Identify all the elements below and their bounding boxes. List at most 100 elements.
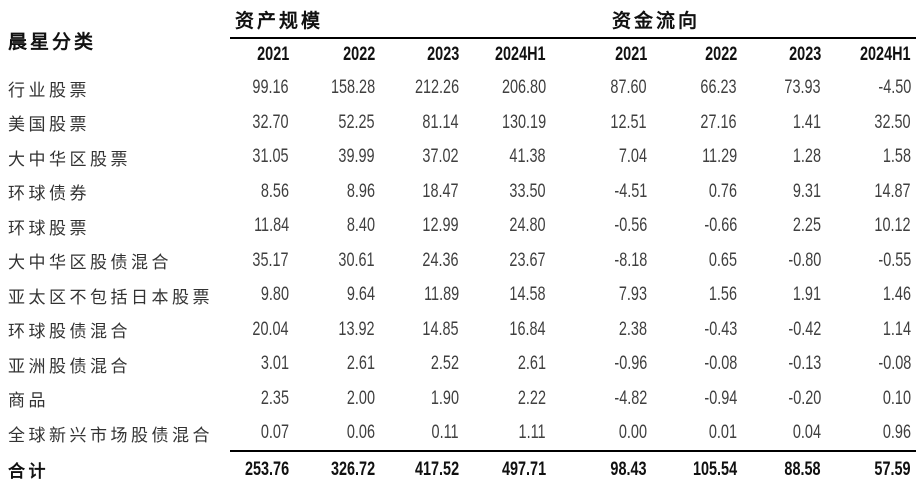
value-cell: 18.47 [378,175,462,210]
row-label: 亚太区不包括日本股票 [8,287,213,307]
value-cell: 39.99 [292,140,378,175]
value-cell: 497.71 [462,449,550,489]
value-cell: -0.20 [740,382,824,417]
value-text: 14.85 [422,318,459,340]
value-cell: 23.67 [462,244,549,279]
value-text: 39.99 [338,146,375,168]
value-text: 0.07 [260,421,289,443]
table-row: 商品 2.35 2.00 1.90 2.22 -4.82 -0.94 -0.20 0.10 [0,382,916,417]
value-cell: 0.06 [292,416,378,451]
value-cell: 0.07 [230,416,292,451]
value-cell: -0.94 [650,382,740,417]
value-text: 81.14 [422,111,459,133]
value-text: 7.04 [618,146,648,168]
value-cell: 33.50 [462,175,549,210]
value-text: 0.01 [708,421,738,443]
value-cell: 88.58 [740,449,825,489]
value-cell: 417.52 [378,449,462,489]
value-cell: 12.51 [549,106,650,141]
value-text: -0.43 [704,318,738,340]
value-cell: 0.10 [824,382,916,417]
value-text: 0.11 [431,421,459,443]
value-cell: 10.12 [824,209,916,244]
value-cell: -0.42 [740,313,824,348]
group-header-fund-flow: 资金流向 [549,2,916,39]
value-text: -4.82 [614,387,648,409]
value-cell: -4.51 [549,175,650,210]
value-cell: 1.28 [740,140,824,175]
value-text: 98.43 [610,459,648,480]
value-text: 16.84 [509,318,547,340]
row-label: 全球新兴市场股债混合 [8,425,213,445]
row-label: 环球债券 [8,184,90,204]
value-text: 9.80 [260,284,289,306]
table-row: 美国股票 32.70 52.25 81.14 130.19 12.51 27.16 1.41 3… [0,106,916,141]
value-cell: 57.59 [824,449,916,489]
year-label: 2024H1 [495,44,547,65]
value-cell: 0.01 [650,416,740,451]
year-label: 2021 [256,44,289,65]
value-text: 14.58 [509,284,547,306]
value-text: 33.50 [509,180,547,202]
value-text: -4.51 [614,180,648,202]
year-label: 2023 [426,44,459,65]
value-cell: 9.31 [740,175,824,210]
value-text: 2.35 [260,387,289,409]
value-text: 0.65 [708,249,738,271]
value-text: 18.47 [422,180,459,202]
value-text: 8.40 [346,215,375,237]
value-cell: -0.80 [740,244,824,279]
value-cell: 8.40 [292,209,378,244]
value-cell: 2.22 [462,382,549,417]
value-text: 326.72 [330,459,375,480]
row-label: 环球股债混合 [8,322,131,342]
value-cell: 66.23 [650,71,740,106]
value-text: -0.08 [878,353,912,375]
value-text: 24.80 [509,215,547,237]
value-text: -0.13 [788,353,822,375]
value-text: 2.61 [346,353,375,375]
value-text: 37.02 [422,146,459,168]
value-cell: 20.04 [230,313,292,348]
year-header-row: 2021 2022 2023 2024H1 2021 2022 2023 2024H1 [0,38,916,71]
value-text: 2.22 [517,387,547,409]
value-text: 12.99 [422,215,459,237]
year-header-fund-flow-2023: 2023 [740,38,824,71]
value-text: 253.76 [244,459,289,480]
value-cell: 0.65 [650,244,740,279]
value-cell: -4.82 [549,382,650,417]
value-text: 88.58 [784,459,822,480]
value-cell: 0.76 [650,175,740,210]
year-label: 2022 [342,44,375,65]
value-text: 1.58 [882,146,912,168]
value-cell: 11.89 [378,278,462,313]
value-cell: 30.61 [292,244,378,279]
value-cell: 1.56 [650,278,740,313]
row-label: 美国股票 [8,115,90,135]
value-cell: 37.02 [378,140,462,175]
value-text: 23.67 [509,249,547,271]
row-label: 亚洲股债混合 [8,356,131,376]
table-row: 环球股票 11.84 8.40 12.99 24.80 -0.56 -0.66 2.25 10.… [0,209,916,244]
value-cell: 326.72 [292,449,378,489]
value-cell: -0.66 [650,209,740,244]
value-cell: 11.84 [230,209,292,244]
value-text: 0.10 [882,387,912,409]
value-text: 1.91 [792,284,822,306]
value-text: 1.90 [430,387,459,409]
year-label: 2024H1 [860,44,912,65]
value-text: -0.20 [788,387,822,409]
value-text: 13.92 [338,318,375,340]
value-text: 10.12 [874,215,912,237]
value-cell: 98.43 [549,449,651,489]
value-text: 41.38 [509,146,547,168]
value-cell: 3.01 [230,347,292,382]
value-cell: -0.43 [650,313,740,348]
value-text: 9.31 [792,180,822,202]
value-cell: 2.52 [378,347,462,382]
value-cell: 253.76 [230,449,292,489]
value-text: 1.56 [708,284,738,306]
group-header-row: 晨星分类 资产规模 资金流向 [0,2,916,53]
value-cell: 31.05 [230,140,292,175]
